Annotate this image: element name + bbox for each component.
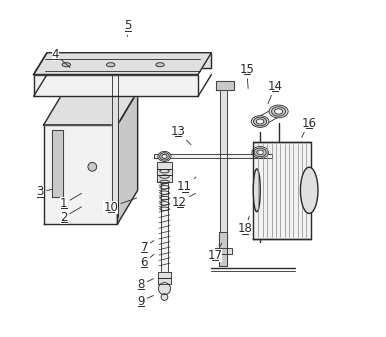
Text: 3: 3 [37, 185, 52, 198]
Polygon shape [157, 175, 172, 182]
Polygon shape [117, 91, 138, 224]
Text: 14: 14 [268, 80, 283, 104]
Text: 10: 10 [103, 198, 137, 214]
Ellipse shape [256, 119, 264, 124]
Ellipse shape [271, 107, 286, 116]
Text: 5: 5 [124, 19, 131, 36]
Ellipse shape [252, 147, 268, 158]
Text: 2: 2 [60, 207, 81, 224]
Polygon shape [47, 53, 212, 68]
Ellipse shape [254, 148, 266, 157]
Ellipse shape [253, 169, 260, 212]
Ellipse shape [254, 117, 267, 126]
Text: 15: 15 [239, 63, 254, 89]
Polygon shape [112, 73, 119, 207]
Polygon shape [216, 81, 234, 90]
Ellipse shape [251, 116, 269, 127]
Polygon shape [52, 130, 63, 197]
Polygon shape [44, 125, 117, 224]
Ellipse shape [291, 166, 300, 215]
Ellipse shape [274, 109, 283, 114]
Ellipse shape [158, 151, 171, 161]
Ellipse shape [162, 154, 167, 158]
Polygon shape [254, 142, 311, 239]
Polygon shape [161, 163, 168, 273]
Polygon shape [219, 232, 227, 266]
Polygon shape [34, 53, 212, 74]
Polygon shape [158, 278, 171, 284]
Text: 11: 11 [177, 177, 196, 193]
Circle shape [161, 294, 168, 300]
Circle shape [158, 283, 171, 295]
Ellipse shape [257, 150, 263, 155]
Text: 18: 18 [237, 216, 252, 236]
Ellipse shape [269, 105, 288, 118]
Text: 4: 4 [52, 48, 70, 68]
Ellipse shape [62, 63, 71, 67]
Polygon shape [34, 74, 198, 96]
Text: 8: 8 [137, 278, 154, 291]
Text: 1: 1 [60, 193, 81, 210]
Ellipse shape [107, 63, 115, 67]
Polygon shape [220, 86, 227, 249]
Polygon shape [44, 91, 138, 125]
Polygon shape [157, 162, 172, 169]
Polygon shape [157, 169, 172, 175]
Polygon shape [215, 248, 232, 254]
Ellipse shape [300, 167, 318, 213]
Text: 9: 9 [137, 295, 154, 308]
Text: 13: 13 [171, 125, 191, 145]
Text: 17: 17 [207, 243, 222, 262]
Circle shape [88, 162, 96, 171]
Text: 12: 12 [172, 193, 196, 209]
Ellipse shape [160, 153, 169, 160]
Polygon shape [158, 272, 171, 278]
Ellipse shape [156, 63, 164, 67]
Text: 7: 7 [141, 241, 154, 254]
Text: 16: 16 [301, 117, 316, 137]
Polygon shape [154, 154, 272, 158]
Text: 6: 6 [141, 254, 154, 269]
